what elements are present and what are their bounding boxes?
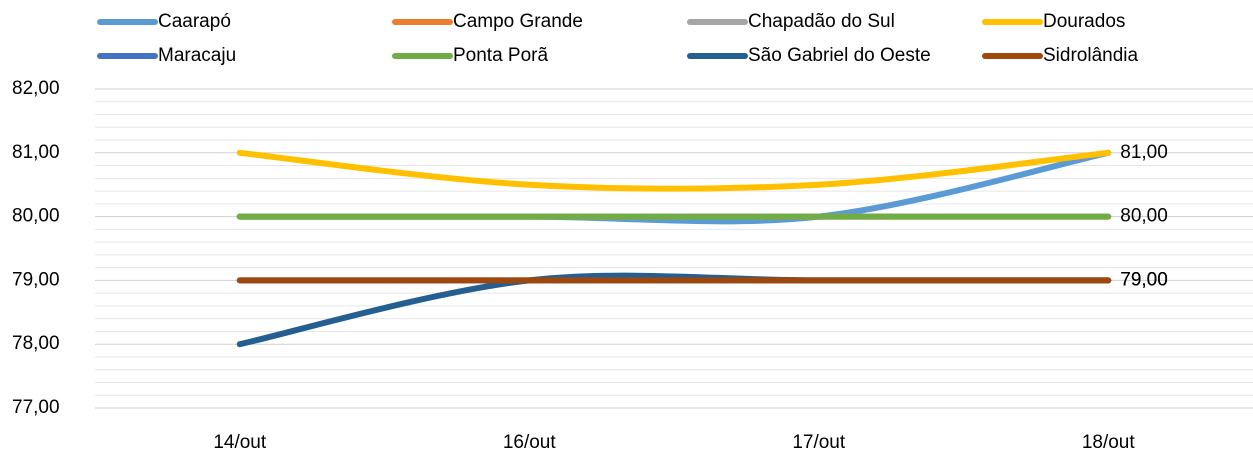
series-line xyxy=(236,149,1112,192)
y-tick-label: 82,00 xyxy=(12,78,60,99)
legend-label: São Gabriel do Oeste xyxy=(748,45,931,66)
y-tick-label: 79,00 xyxy=(12,269,60,290)
series-line xyxy=(236,272,1112,348)
y-tick-label: 80,00 xyxy=(12,206,60,227)
y-tick-label: 77,00 xyxy=(12,397,60,418)
y-tick-label: 81,00 xyxy=(12,142,60,163)
legend-label: Chapadão do Sul xyxy=(748,11,895,32)
legend-label: Dourados xyxy=(1043,11,1125,32)
data-label: 79,00 xyxy=(1120,269,1168,290)
legend-label: Maracaju xyxy=(158,45,236,66)
legend-label: Campo Grande xyxy=(453,11,583,32)
x-tick-label: 17/out xyxy=(792,432,846,453)
legend-label: Ponta Porã xyxy=(453,45,548,66)
legend-label: Sidrolândia xyxy=(1043,45,1138,66)
x-tick-label: 14/out xyxy=(213,432,267,453)
data-label: 81,00 xyxy=(1120,142,1168,163)
data-label: 79,00 xyxy=(1120,269,1168,290)
x-tick-label: 18/out xyxy=(1082,432,1136,453)
data-label: 80,00 xyxy=(1120,206,1168,227)
x-tick-label: 16/out xyxy=(503,432,557,453)
legend-label: Caarapó xyxy=(158,11,231,32)
y-tick-label: 78,00 xyxy=(12,333,60,354)
